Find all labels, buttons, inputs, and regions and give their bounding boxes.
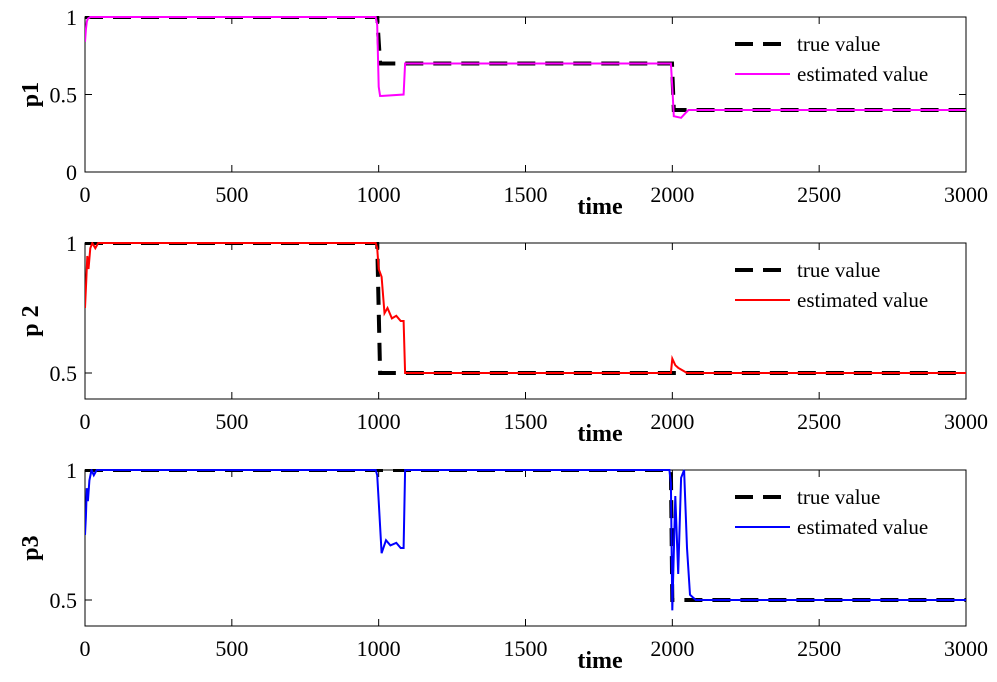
series-group	[85, 242, 966, 375]
x-axis-label: time	[577, 421, 623, 447]
series-line-estimated-value	[85, 16, 966, 119]
x-tick-label: 500	[215, 636, 248, 661]
x-tick-label: 1000	[357, 182, 401, 207]
x-axis-label: time	[577, 194, 623, 220]
x-tick-label: 3000	[944, 409, 988, 434]
legend-entry-true-value: true value	[797, 485, 880, 509]
y-tick-label: 0.5	[50, 361, 78, 386]
y-tick-label: 1	[66, 458, 77, 483]
x-tick-label: 2000	[650, 182, 694, 207]
x-tick-label: 1500	[504, 636, 548, 661]
panel-3: 0 500 1000 1500 2000 2500 3000 0.5 1 time p3 true v…	[18, 458, 988, 674]
x-tick-label: 2500	[797, 636, 841, 661]
y-axis-label: p3	[18, 535, 44, 560]
panel-1: 0 500 1000 1500 2000 2500 3000 0 0.5 1 time p1 true …	[18, 5, 988, 220]
legend-entry-estimated-value: estimated value	[797, 288, 928, 312]
y-tick-label: 0.5	[50, 83, 78, 108]
x-tick-label: 0	[80, 182, 91, 207]
y-tick-label: 1	[66, 231, 77, 256]
x-axis-label: time	[577, 648, 623, 674]
y-axis-label: p 2	[18, 305, 44, 336]
x-tick-label: 2000	[650, 409, 694, 434]
y-axis-label: p1	[18, 82, 44, 107]
x-tick-label: 3000	[944, 636, 988, 661]
series-line-estimated-value	[85, 242, 966, 374]
x-tick-label: 0	[80, 409, 91, 434]
series-group	[85, 469, 966, 611]
x-tick-label: 1500	[504, 182, 548, 207]
x-tick-label: 2500	[797, 182, 841, 207]
x-tick-label: 500	[215, 182, 248, 207]
x-tick-label: 1000	[357, 409, 401, 434]
x-tick-label: 2500	[797, 409, 841, 434]
legend-entry-estimated-value: estimated value	[797, 62, 928, 86]
y-tick-label: 0.5	[50, 588, 78, 613]
x-tick-label: 2000	[650, 636, 694, 661]
panel-2: 0 500 1000 1500 2000 2500 3000 0.5 1 time p 2 true …	[18, 231, 988, 447]
series-group	[85, 16, 966, 119]
x-tick-label: 500	[215, 409, 248, 434]
legend-entry-estimated-value: estimated value	[797, 515, 928, 539]
x-tick-label: 1500	[504, 409, 548, 434]
y-tick-label: 0	[66, 160, 77, 185]
legend-entry-true-value: true value	[797, 258, 880, 282]
series-line-estimated-value	[85, 469, 966, 611]
x-tick-label: 1000	[357, 636, 401, 661]
legend-entry-true-value: true value	[797, 32, 880, 56]
y-tick-label: 1	[66, 5, 77, 30]
x-tick-label: 3000	[944, 182, 988, 207]
x-tick-label: 0	[80, 636, 91, 661]
